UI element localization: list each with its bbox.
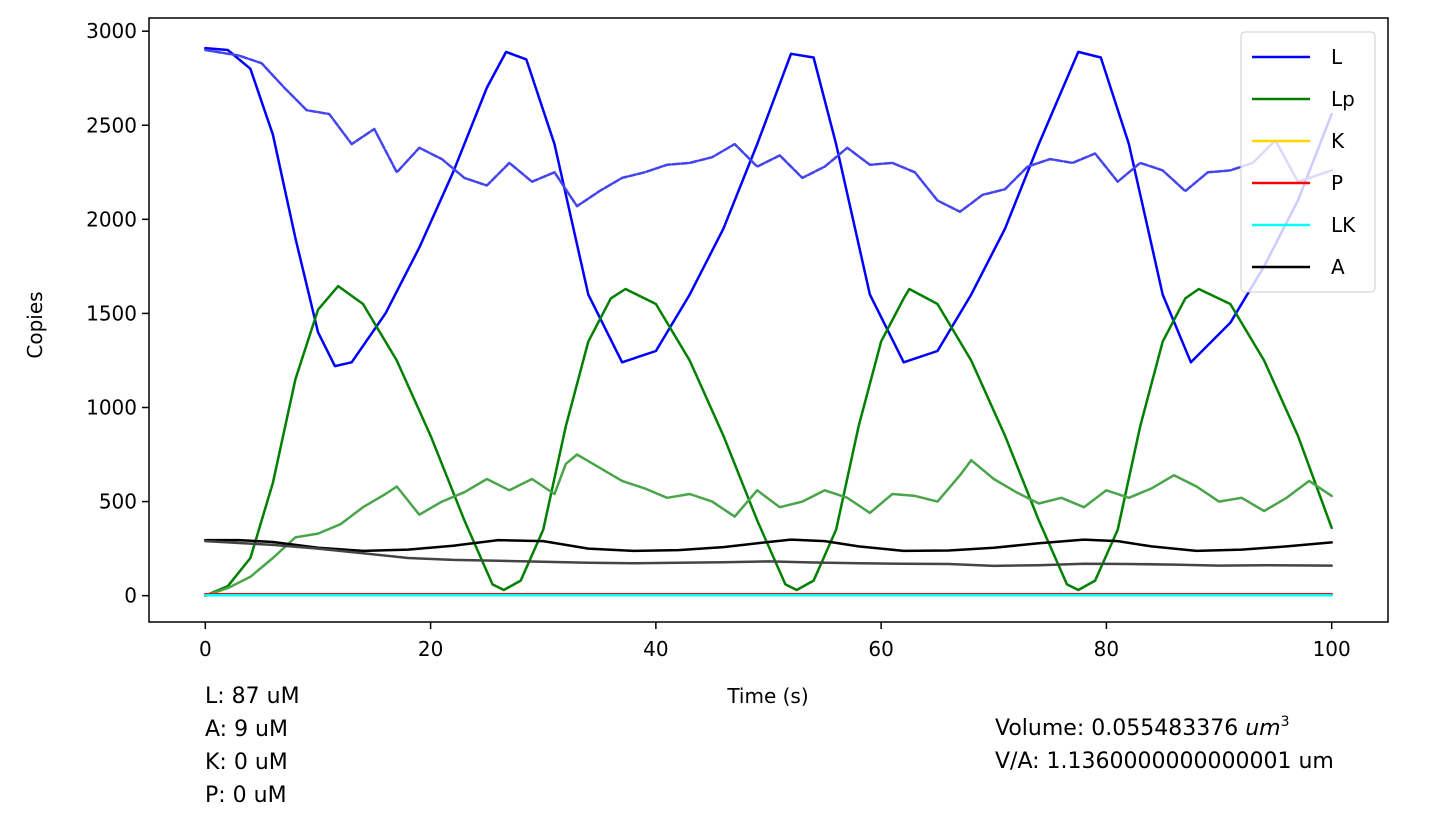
y-tick-label: 2000 <box>86 207 137 231</box>
series-line-l <box>204 46 1333 368</box>
x-tick-label: 20 <box>418 637 443 661</box>
legend-frame <box>1240 31 1376 293</box>
volume-unit: um <box>1245 716 1281 741</box>
x-axis-title: Time (s) <box>726 684 808 708</box>
annotation-k: K: 0 uM <box>205 750 288 775</box>
x-tick-label: 40 <box>643 637 668 661</box>
concentration-annotations: L: 87 uM A: 9 uM K: 0 uM P: 0 uM <box>205 680 300 812</box>
volume-exponent: 3 <box>1280 714 1290 730</box>
legend-label-lp: Lp <box>1331 87 1355 111</box>
legend-label-l: L <box>1331 45 1343 69</box>
legend-label-lk: LK <box>1331 213 1356 237</box>
x-tick-label: 100 <box>1313 637 1351 661</box>
series-line-l-stochastic <box>204 48 1333 214</box>
legend: L Lp KP LK A <box>1240 31 1376 293</box>
y-tick-label: 1500 <box>86 301 137 325</box>
volume-prefix: Volume: 0.055483376 <box>995 716 1246 741</box>
legend-label-p: P <box>1331 171 1343 195</box>
y-tick-label: 500 <box>99 490 137 514</box>
annotation-volume: Volume: 0.055483376 um3 <box>995 706 1334 745</box>
y-axis-title: Copies <box>23 291 47 358</box>
series-line-a-stochastic <box>204 539 1333 568</box>
y-tick-label: 2500 <box>86 113 137 137</box>
x-tick-label: 0 <box>199 637 212 661</box>
legend-label-a: A <box>1331 255 1345 279</box>
series-line-lp <box>204 284 1333 597</box>
series-layer <box>204 46 1333 597</box>
y-tick-label: 1000 <box>86 395 137 419</box>
series-line-lp-stochastic <box>204 453 1333 597</box>
y-tick-label: 3000 <box>86 19 137 43</box>
series-line-a <box>204 538 1333 553</box>
annotation-l: L: 87 uM <box>205 684 300 709</box>
legend-label-k: K <box>1331 129 1345 153</box>
y-tick-label: 0 <box>124 584 137 608</box>
annotation-p: P: 0 uM <box>205 783 287 808</box>
volume-annotations: Volume: 0.055483376 um3 V/A: 1.136000000… <box>995 706 1334 778</box>
x-tick-label: 80 <box>1094 637 1119 661</box>
annotation-va: V/A: 1.1360000000000001 um <box>995 749 1334 774</box>
plot-frame <box>148 17 1389 623</box>
x-tick-label: 60 <box>868 637 893 661</box>
annotation-a: A: 9 uM <box>205 717 288 742</box>
